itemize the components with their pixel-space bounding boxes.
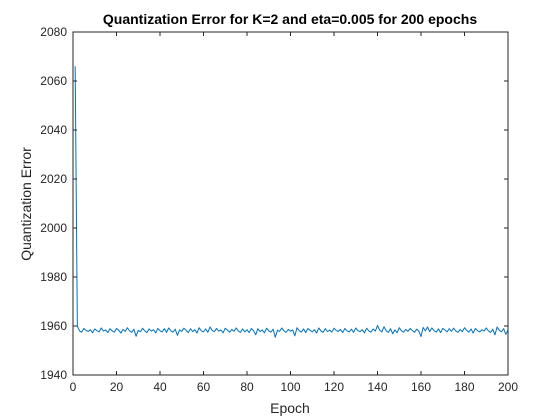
x-tick-label: 80	[240, 380, 254, 394]
y-axis-label: Quantization Error	[18, 147, 34, 261]
x-tick-label: 120	[324, 380, 344, 394]
y-tick-label: 1960	[40, 319, 67, 333]
y-tick-label: 2040	[40, 123, 67, 137]
series-line-1	[74, 66, 509, 338]
x-tick-label: 60	[197, 380, 211, 394]
x-tick-label: 100	[280, 380, 300, 394]
x-tick-label: 160	[411, 380, 431, 394]
x-tick-label: 20	[110, 380, 124, 394]
axes-layer: 0 20 40 60 80 100 120 140 160 180 2001940196019802…	[40, 25, 518, 394]
x-tick-label: 0	[70, 380, 77, 394]
chart-title: Quantization Error for K=2 and eta=0.005…	[103, 11, 477, 27]
plot-background	[73, 32, 508, 375]
x-tick-label: 200	[498, 380, 518, 394]
x-tick-label: 140	[367, 380, 387, 394]
series-layer	[74, 66, 509, 338]
y-tick-label: 2080	[40, 25, 67, 39]
y-tick-label: 2020	[40, 172, 67, 186]
x-tick-label: 40	[153, 380, 167, 394]
x-tick-label: 180	[454, 380, 474, 394]
y-tick-label: 2000	[40, 221, 67, 235]
y-tick-label: 1940	[40, 368, 67, 382]
y-tick-label: 1980	[40, 270, 67, 284]
x-axis-label: Epoch	[270, 400, 310, 416]
y-tick-label: 2060	[40, 74, 67, 88]
